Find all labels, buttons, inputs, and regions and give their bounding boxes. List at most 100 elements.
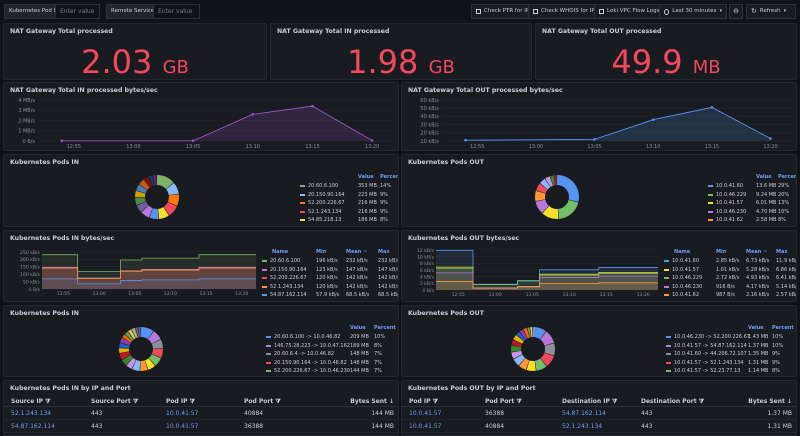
table-row[interactable] <box>4 420 398 433</box>
panel-title: Kubernetes Pods IN <box>10 159 79 166</box>
legend-item-name[interactable]: 54.85.218.13 <box>308 217 342 223</box>
legend-swatch <box>266 353 271 355</box>
loki-flow-logs-button[interactable]: Loki VPC Flow Logs <box>594 4 665 19</box>
legend-item-name[interactable]: 10.0.41.57 -> 52.1.243.134 <box>674 359 744 366</box>
ip-link[interactable]: 54.87.162.114 <box>562 410 606 417</box>
chevron-down-icon: ▾ <box>719 8 722 14</box>
legend-item-name[interactable]: 20.150.90.164 -> 10.0.46.82 <box>274 359 347 366</box>
legend-item-name[interactable]: 20.60.6.4 -> 10.0.46.82 <box>274 351 335 357</box>
legend-item-name[interactable]: 10.0.41.62 <box>716 217 744 223</box>
legend-item-name[interactable]: 10.0.46.229 <box>716 191 747 198</box>
legend-item-name[interactable]: 10.0.41.57 <box>672 266 700 273</box>
column-header[interactable]: Pod Port ⧩ <box>244 398 281 405</box>
legend-item-name[interactable]: 54.87.162.114 <box>270 292 307 298</box>
legend-header-value[interactable]: Value <box>350 325 366 331</box>
legend-header[interactable]: Max <box>378 249 390 255</box>
stat-panel-out: NAT Gateway Total OUT processed 49.9 MB <box>535 23 797 80</box>
pod-ip-input[interactable]: Enter value <box>55 4 100 19</box>
legend-item-name[interactable]: 52.200.226.67 <box>270 275 307 281</box>
column-header[interactable]: Pod IP ⧩ <box>409 398 438 405</box>
legend-item-name[interactable]: 20.60.6.100 <box>270 258 301 264</box>
legend-header-value[interactable]: Value <box>748 325 764 331</box>
legend-item-name[interactable]: 10.0.46.229 <box>672 275 703 281</box>
table-row[interactable] <box>402 407 796 420</box>
legend-header[interactable]: Mean ~ <box>746 249 768 255</box>
ip-link[interactable]: 52.1.243.134 <box>11 410 52 417</box>
legend-item-name[interactable]: 10.0.41.60 <box>716 183 744 189</box>
legend-item-name[interactable]: 146.75.28.223 -> 10.0.47.162 <box>274 342 350 349</box>
chevron-down-icon: ▾ <box>783 8 787 14</box>
ip-link[interactable]: 10.0.41.57 <box>166 423 199 430</box>
legend-header-percent[interactable]: Percent <box>778 174 796 180</box>
stat-value: 2.03 GB <box>4 42 266 79</box>
ip-link[interactable]: 54.87.162.114 <box>11 423 55 430</box>
donut-slice <box>126 357 136 369</box>
legend-item-percent: 10% <box>772 334 784 340</box>
legend-swatch <box>262 285 267 288</box>
check-whois-button[interactable]: Check WHOIS for IP <box>528 4 600 19</box>
legend-item-stat: 196 kB/s <box>316 258 338 264</box>
legend-item-name[interactable]: 10.0.46.230 <box>716 208 747 215</box>
legend-item-name[interactable]: 10.0.46.230 <box>672 283 703 290</box>
column-header[interactable]: Pod Port ⧩ <box>485 398 522 405</box>
column-header[interactable]: Destination IP ⧩ <box>562 398 618 405</box>
legend-header-value[interactable]: Value <box>358 174 374 180</box>
legend-item-name[interactable]: 52.200.226.67 -> 10.0.46.230 <box>274 368 350 374</box>
legend-item-name[interactable]: 10.0.41.57 -> 52.23.77.13 <box>674 368 741 374</box>
legend-header[interactable]: Name <box>272 249 289 255</box>
legend-item-stat: 57.9 kB/s <box>316 292 340 298</box>
legend-header-percent[interactable]: Percent <box>380 174 398 180</box>
remote-ip-input[interactable]: Enter value <box>153 4 200 19</box>
legend-item-name[interactable]: 20.150.90.164 <box>308 191 345 198</box>
column-header[interactable]: Source Port ⧩ <box>91 398 139 405</box>
ip-link[interactable]: 10.0.41.57 <box>409 423 442 430</box>
legend-item-name[interactable]: 10.0.46.230 -> 52.200.226.67 <box>674 334 750 340</box>
legend-swatch <box>300 210 305 213</box>
ip-link[interactable]: 52.1.243.134 <box>562 423 603 430</box>
column-header[interactable]: Bytes Sent ↓ <box>350 398 394 405</box>
legend-item-stat: 4.17 kB/s <box>746 283 770 290</box>
donut-slice <box>145 358 156 370</box>
legend-item-name[interactable]: 52.1.243.134 <box>270 283 304 290</box>
y-tick-label: 0 B/s <box>29 287 41 293</box>
column-header[interactable]: Source IP ⧩ <box>11 398 51 405</box>
table-cell: 36388 <box>244 423 264 430</box>
legend-header-percent[interactable]: Percent <box>374 325 396 331</box>
legend-item-name[interactable]: 10.0.41.57 -> 54.87.162.114 <box>674 342 747 349</box>
legend-header-value[interactable]: Value <box>756 174 772 180</box>
legend-header[interactable]: Mean ~ <box>346 249 368 255</box>
y-tick-label: 1 MB/s <box>18 129 35 135</box>
table-row[interactable] <box>4 407 398 420</box>
time-range-picker[interactable]: Last 30 minutes ▾ <box>659 4 727 19</box>
legend-item-name[interactable]: 10.0.41.60 <box>672 258 700 264</box>
zoom-out-button[interactable]: ⊖ <box>729 4 743 19</box>
legend-header[interactable]: Name <box>674 249 691 255</box>
legend-item-name[interactable]: 52.1.243.134 <box>308 208 342 215</box>
legend-item-name[interactable]: 20.150.90.164 <box>270 266 307 273</box>
legend-item-name[interactable]: 20.60.6.100 -> 10.0.46.82 <box>274 334 341 340</box>
legend-item-name[interactable]: 10.0.41.57 <box>716 200 744 206</box>
legend-header-percent[interactable]: Percent <box>772 325 794 331</box>
legend-item-name[interactable]: 52.200.226.67 <box>308 200 345 206</box>
refresh-button[interactable]: ↻ Refresh ▾ <box>746 4 796 19</box>
legend-header[interactable]: Min <box>716 249 727 255</box>
ip-link[interactable]: 10.0.41.57 <box>409 410 442 417</box>
column-header[interactable]: Bytes Sent ↓ <box>748 398 792 405</box>
column-header[interactable]: Destination Port ⧩ <box>641 398 705 405</box>
ip-link[interactable]: 10.0.41.57 <box>166 410 199 417</box>
stat-panel-total: NAT Gateway Total processed 2.03 GB <box>3 23 267 80</box>
check-ptr-button[interactable]: Check PTR for IP <box>471 4 535 19</box>
legend-item-name[interactable]: 10.0.41.60 -> 44.206.72.107 <box>674 351 747 357</box>
legend-header[interactable]: Min <box>316 249 327 255</box>
table-row[interactable] <box>402 420 796 433</box>
legend-header[interactable]: Max <box>776 249 788 255</box>
legend-item-value: 1.35 MB <box>748 351 769 357</box>
legend-item-name[interactable]: 10.0.41.62 <box>672 292 700 298</box>
donut-slice <box>157 175 174 190</box>
donut-slice <box>166 182 179 196</box>
legend-swatch <box>666 370 671 372</box>
donut-slice <box>140 360 148 371</box>
column-header[interactable]: Pod IP ⧩ <box>166 398 195 405</box>
legend-item-percent: 9% <box>380 200 388 206</box>
legend-item-name[interactable]: 20.60.6.100 <box>308 183 339 189</box>
